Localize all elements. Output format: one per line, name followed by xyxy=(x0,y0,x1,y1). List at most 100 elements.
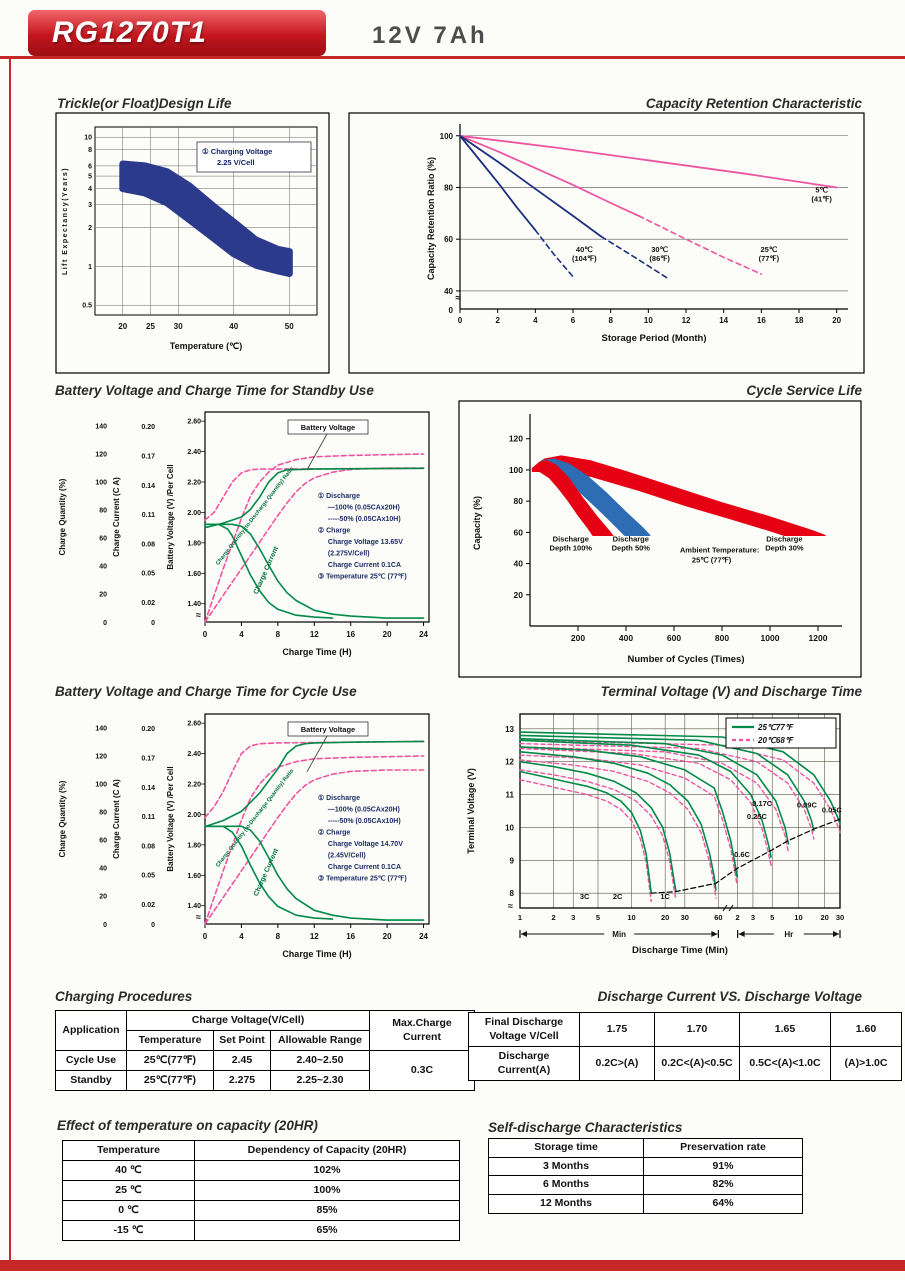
series-line xyxy=(519,742,815,840)
quantity-tick-label: 100 xyxy=(95,480,107,487)
self-discharge-cell: Preservation rate xyxy=(643,1138,803,1158)
model-number: RG1270T1 xyxy=(52,16,207,49)
x-tick-label: 20 xyxy=(383,932,392,941)
temperature-capacity-cell: -15 ℃ xyxy=(62,1220,195,1241)
note-line: Charge Current 0.1CA xyxy=(328,864,401,871)
section-title-self-discharge: Self-discharge Characteristics xyxy=(488,1120,683,1135)
x-tick-label: 50 xyxy=(285,322,294,331)
self-discharge-cell: Storage time xyxy=(488,1138,644,1158)
current-tick-label: 0.14 xyxy=(141,483,155,490)
charging-procedures-cell: 25℃(77℉) xyxy=(126,1050,214,1071)
x-tick-label: 4 xyxy=(239,932,244,941)
y-tick-label: 10 xyxy=(84,135,92,142)
annotation-line: ① Charging Voltage xyxy=(202,147,272,156)
self-discharge-cell: 82% xyxy=(643,1175,803,1195)
voltage-tick-label: 2.40 xyxy=(187,449,201,456)
current-tick-label: 0.11 xyxy=(142,814,155,821)
series-line xyxy=(204,740,425,819)
note-line: ① Discharge xyxy=(318,794,360,802)
y-tick-label: 0.5 xyxy=(82,303,92,310)
y-tick-label: 5 xyxy=(88,174,92,181)
annotation-box xyxy=(196,141,312,173)
charging-procedures-cell: Cycle Use xyxy=(55,1050,127,1071)
band-label: Discharge xyxy=(613,535,649,544)
voltage-label-box xyxy=(287,419,369,435)
series-line xyxy=(519,750,717,891)
section-title-charging-procedures: Charging Procedures xyxy=(55,989,193,1004)
y-tick-label: 120 xyxy=(509,434,523,444)
x-tick-label: 12 xyxy=(310,932,319,941)
x-tick-label: 12 xyxy=(682,316,691,325)
current-axis-title: Charge Current (C A) xyxy=(112,477,121,557)
x-tick-label: 20 xyxy=(820,913,828,922)
quantity-tick-label: 20 xyxy=(99,592,107,599)
x-tick-label: 10 xyxy=(794,913,802,922)
current-tick-label: 0 xyxy=(151,922,155,929)
series-line xyxy=(519,770,652,894)
y-tick-label: 40 xyxy=(514,559,524,569)
series-line xyxy=(204,467,425,529)
current-tick-label: 0.05 xyxy=(141,873,155,880)
charging-procedures-cell: 2.40~2.50 xyxy=(270,1050,370,1071)
series-line xyxy=(519,734,815,832)
band-label: Depth 30% xyxy=(765,544,804,553)
curve-label: (41℉) xyxy=(811,195,832,204)
y-tick-label: 60 xyxy=(444,235,453,244)
section-title-temp-capacity: Effect of temperature on capacity (20HR) xyxy=(57,1118,318,1133)
section-title-discharge-cv: Discharge Current VS. Discharge Voltage xyxy=(597,989,862,1004)
rate-label: 3C xyxy=(580,892,590,901)
x-tick-label: 2 xyxy=(552,913,556,922)
section-title-trickle-design-life: Trickle(or Float)Design Life xyxy=(57,96,232,111)
series-line xyxy=(459,134,640,217)
rate-label: 0.6C xyxy=(734,850,750,859)
self-discharge-row: 3 Months 91% xyxy=(488,1156,803,1177)
x-tick-label: 3 xyxy=(571,913,575,922)
current-tick-label: 0.05 xyxy=(141,571,155,578)
voltage-tick-label: 1.60 xyxy=(187,571,201,578)
current-tick-label: 0.02 xyxy=(141,600,155,607)
note-line: ② Charge xyxy=(318,527,350,535)
quantity-tick-label: 80 xyxy=(99,810,107,817)
section-title-capacity-retention: Capacity Retention Characteristic xyxy=(645,96,862,111)
band-label: Depth 50% xyxy=(612,544,651,553)
discharge-current-voltage-cell: Final Discharge Voltage V/Cell xyxy=(468,1012,580,1047)
battery-rating: 12V 7Ah xyxy=(372,22,488,49)
note-line: ① Discharge xyxy=(318,492,360,500)
band-label: Depth 100% xyxy=(550,544,593,553)
series-line xyxy=(638,215,763,275)
y-axis-title: Capacity (%) xyxy=(472,496,482,550)
x-tick-label: 20 xyxy=(383,630,392,639)
section-title-cycle-service-life: Cycle Service Life xyxy=(746,383,862,398)
ambient-note: Ambient Temperature: xyxy=(680,546,759,555)
temperature-capacity-cell: 100% xyxy=(194,1180,460,1201)
x-tick-label: 20 xyxy=(661,913,669,922)
series-line xyxy=(204,467,425,521)
self-discharge-cell: 64% xyxy=(643,1193,803,1214)
charging-procedures-cell: 2.275 xyxy=(213,1070,271,1091)
charging-procedures-cell: Standby xyxy=(55,1070,127,1091)
y-tick-label: 12 xyxy=(505,758,514,767)
charging-procedures-table: Application Charge Voltage(V/Cell) Max.Cha… xyxy=(55,1010,475,1091)
quantity-tick-label: 0 xyxy=(103,620,107,627)
current-tick-label: 0.02 xyxy=(141,902,155,909)
temperature-capacity-row: Temperature Dependency of Capacity (20HR) xyxy=(62,1140,460,1161)
rate-label: 1C xyxy=(660,892,670,901)
current-tick-label: 0.08 xyxy=(141,843,155,850)
note-line: —100% (0.05CAx20H) xyxy=(328,807,400,814)
note-line: (2.45V/Cell) xyxy=(328,853,366,860)
voltage-tick-label: 2.60 xyxy=(187,419,201,426)
legend-box xyxy=(725,717,837,749)
discharge-current-voltage: Final Discharge Voltage V/Cell 1.75 1.70 1.… xyxy=(468,1012,902,1081)
quantity-axis-title: Charge Quantity (%) xyxy=(58,478,67,555)
x-tick-label: 25 xyxy=(146,322,155,331)
temperature-capacity-row: 40 ℃ 102% xyxy=(62,1160,460,1181)
charging-procedures-cell: 2.25~2.30 xyxy=(270,1070,370,1091)
y-tick-label: 0 xyxy=(449,306,454,315)
annotation-line: 2.25 V/Cell xyxy=(217,158,255,167)
voltage-tick-label: 1.40 xyxy=(187,601,201,608)
model-banner: RG1270T1 xyxy=(28,10,326,56)
quantity-tick-label: 80 xyxy=(99,508,107,515)
header-rule xyxy=(0,56,905,59)
discharge-current-voltage-cell: (A)>1.0C xyxy=(830,1046,902,1081)
temperature-capacity-cell: Temperature xyxy=(62,1140,195,1161)
